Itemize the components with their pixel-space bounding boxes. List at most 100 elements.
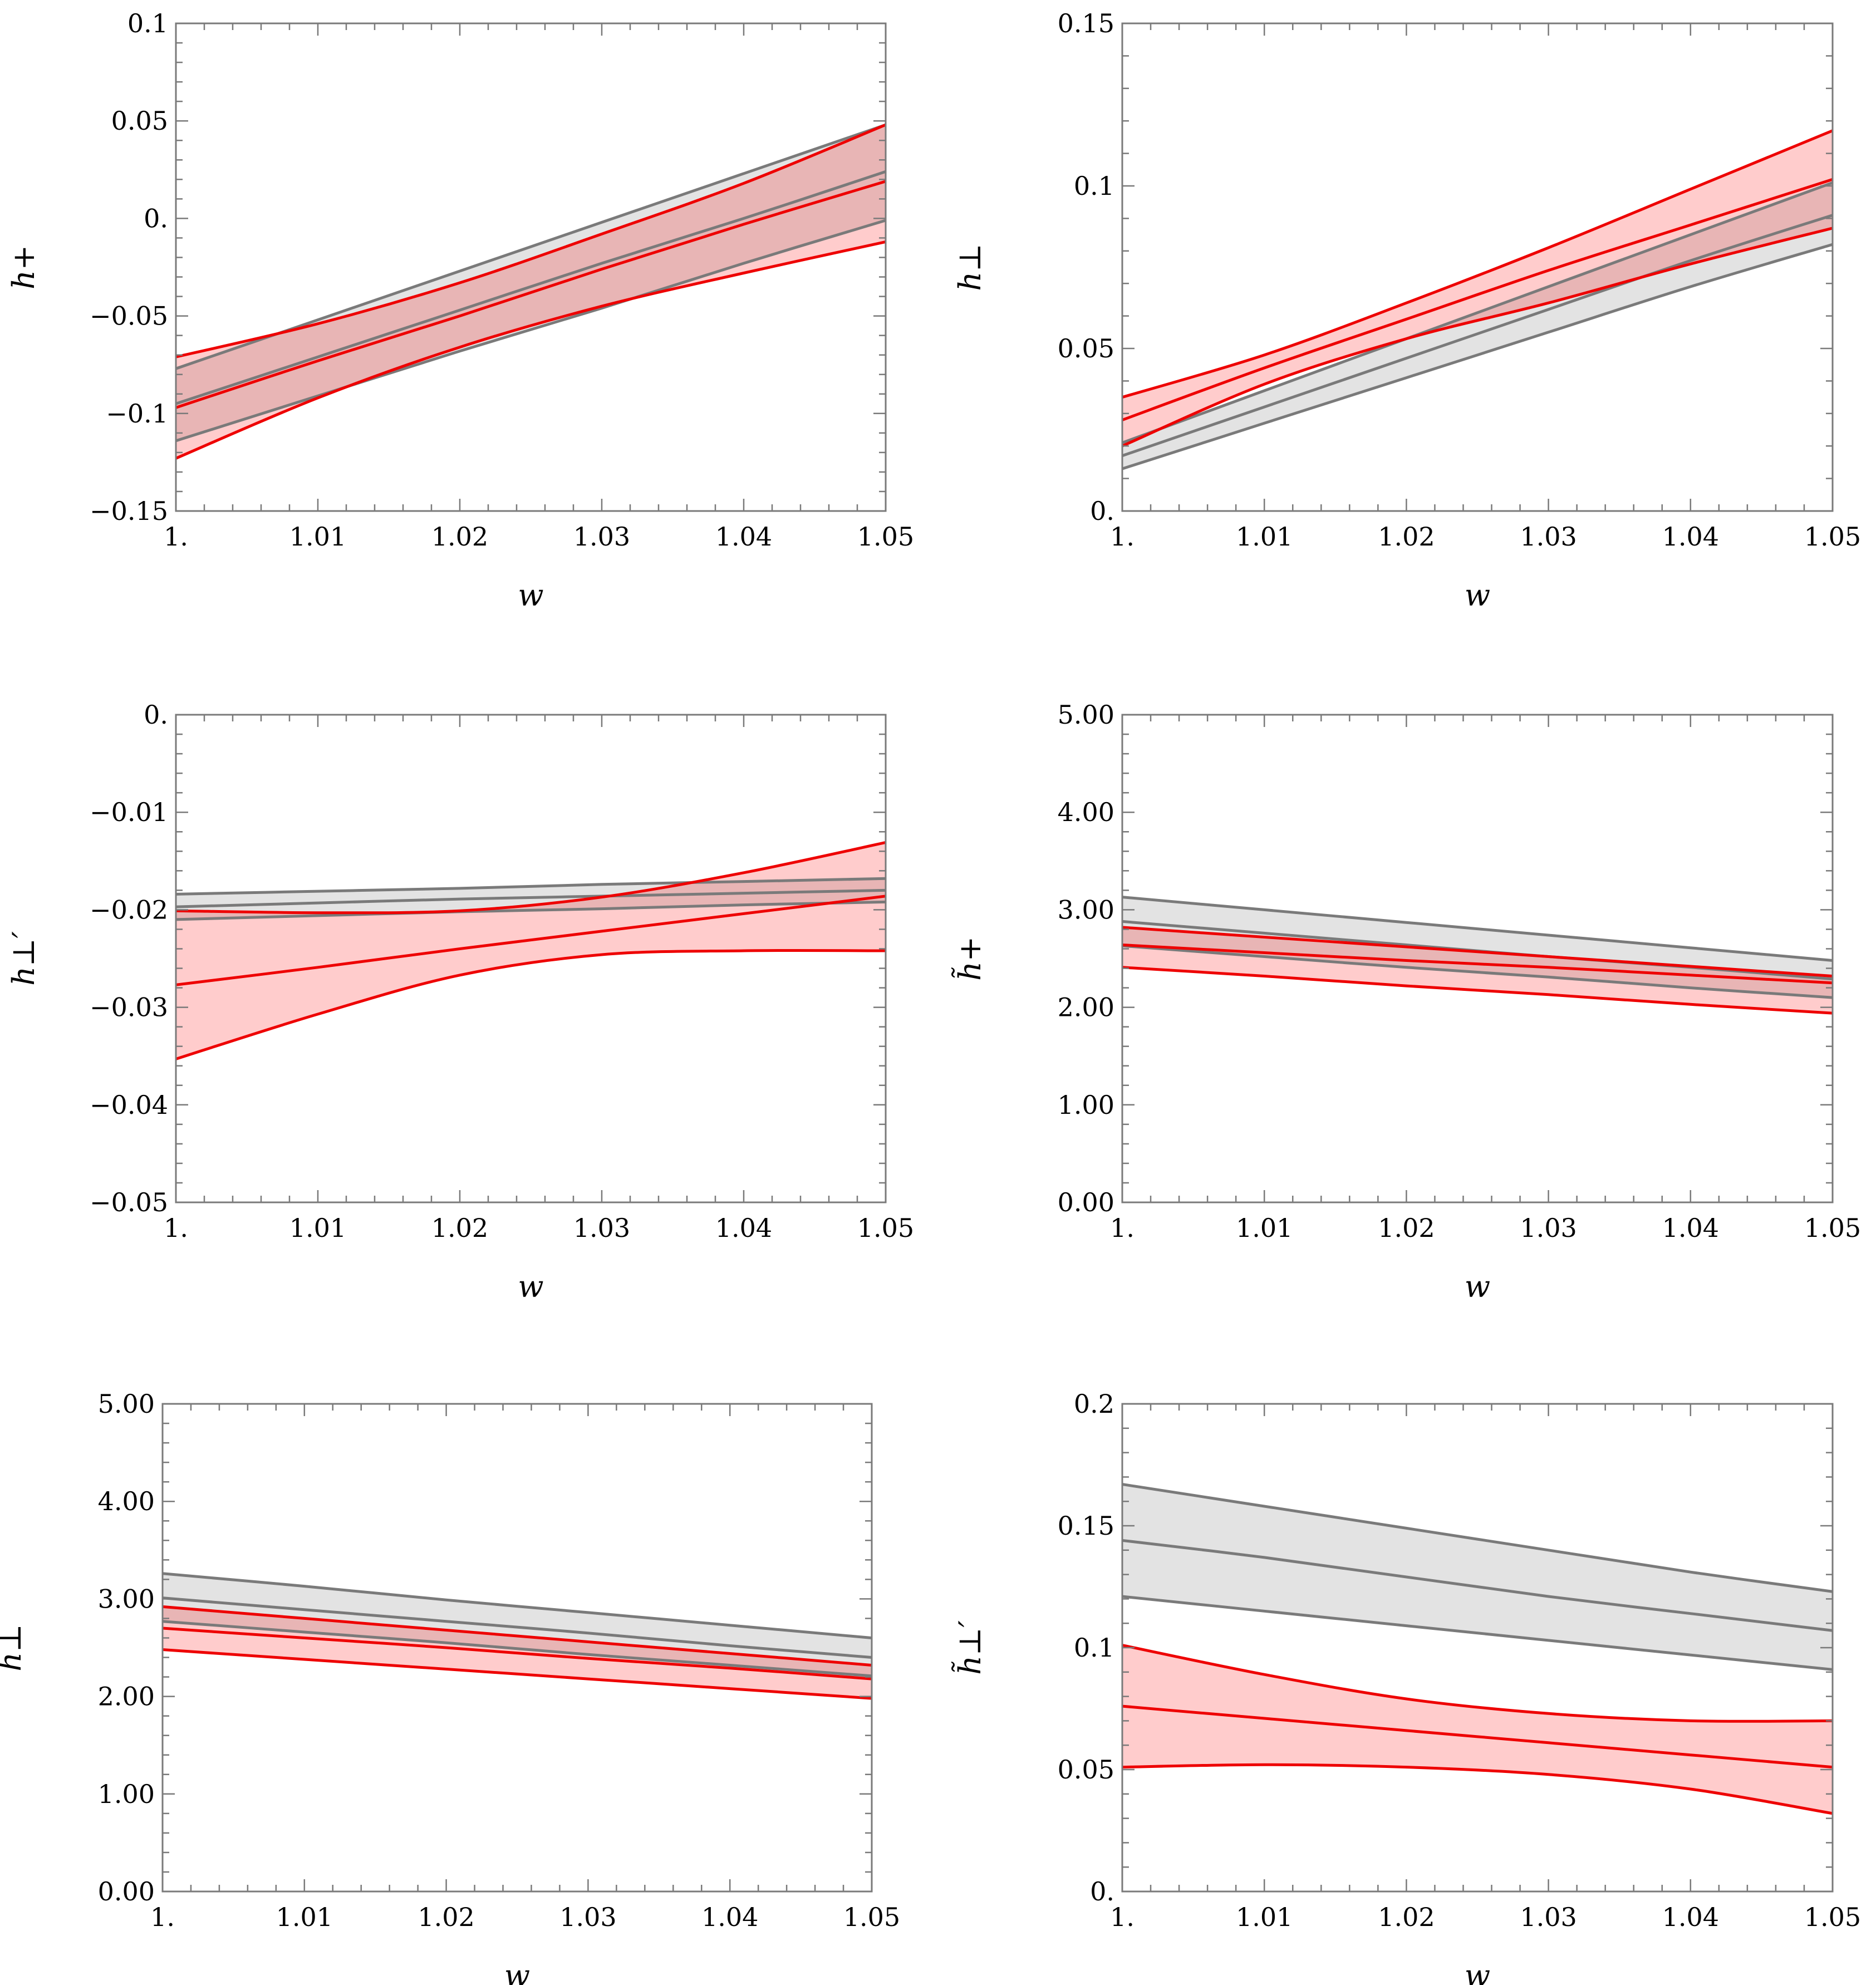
gray-upper-line xyxy=(1122,896,1833,962)
gray-band-fill xyxy=(1122,1484,1833,1670)
x-tick-label: 1.01 xyxy=(289,1213,346,1243)
x-axis-title: w xyxy=(518,578,543,613)
x-tick-label: 1.04 xyxy=(1662,1902,1719,1932)
y-tick-label: 5.00 xyxy=(98,1389,155,1419)
x-tick-label: 1.04 xyxy=(1662,522,1719,552)
y-axis-title: h+ xyxy=(6,245,41,289)
y-tick-label: 0.05 xyxy=(111,106,168,136)
red-upper-line xyxy=(176,841,886,915)
y-tick-label: 0. xyxy=(144,700,168,730)
y-tick-label: −0.04 xyxy=(90,1090,168,1120)
red-lower-line xyxy=(176,240,886,460)
y-tick-label: 1.00 xyxy=(1058,1090,1114,1120)
red-upper-line xyxy=(1122,1644,1833,1723)
x-tick-label: 1.05 xyxy=(857,1213,914,1243)
red-upper-line xyxy=(1122,129,1833,399)
x-tick-label: 1.04 xyxy=(1662,1213,1719,1243)
x-tick-label: 1.03 xyxy=(1520,1902,1577,1932)
x-tick-label: 1.02 xyxy=(418,1902,474,1932)
x-tick-label: 1.01 xyxy=(289,522,346,552)
x-tick-label: 1. xyxy=(150,1902,175,1932)
y-tick-label: 0.1 xyxy=(1074,1633,1114,1663)
red-central-line xyxy=(1122,1704,1833,1769)
plot-frame xyxy=(1121,22,1834,512)
panel-1: 1. 1.01 1.02 1.03 1.04 1.05 −0.15 −0.1 −0.05 0. 0.… xyxy=(6,8,914,613)
x-tick-label: 1.04 xyxy=(715,522,772,552)
red-band-fill xyxy=(1122,927,1833,1014)
x-tick-label: 1.02 xyxy=(431,522,488,552)
panel-2: 1. 1.01 1.02 1.03 1.04 1.05 0. 0.05 0.1 0.15 w h⊥ xyxy=(952,8,1861,613)
gray-central-line xyxy=(176,888,886,908)
red-upper-line xyxy=(176,123,886,358)
x-tick-label: 1.05 xyxy=(857,522,914,552)
x-tick-label: 1.01 xyxy=(1236,1213,1293,1243)
y-tick-label: −0.01 xyxy=(90,797,168,827)
y-tick-label: 2.00 xyxy=(98,1682,155,1712)
y-tick-label: −0.15 xyxy=(90,496,168,526)
x-tick-label: 1.05 xyxy=(1804,1902,1861,1932)
gray-central-line xyxy=(176,170,886,405)
x-tick-label: 1.05 xyxy=(1804,1213,1861,1243)
y-tick-label: 0.15 xyxy=(1058,1511,1114,1541)
y-tick-label: 5.00 xyxy=(1058,700,1114,730)
x-tick-label: 1.01 xyxy=(276,1902,333,1932)
x-axis-title: w xyxy=(1465,1269,1490,1304)
y-tick-label: 3.00 xyxy=(98,1584,155,1614)
y-tick-label: 0.00 xyxy=(1058,1187,1114,1217)
gray-central-line xyxy=(163,1596,872,1659)
red-lower-line xyxy=(176,949,886,1060)
red-lower-line xyxy=(1122,1763,1833,1815)
x-tick-label: 1.03 xyxy=(573,522,630,552)
x-tick-label: 1.01 xyxy=(1236,1902,1293,1932)
x-axis-title: w xyxy=(518,1269,543,1304)
y-tick-label: 0. xyxy=(1090,496,1114,526)
gray-lower-line xyxy=(1122,1595,1833,1671)
plot-frame xyxy=(175,22,887,512)
plot-area xyxy=(176,841,886,1060)
y-tick-label: 3.00 xyxy=(1058,895,1114,925)
x-tick-label: 1.03 xyxy=(1520,522,1577,552)
y-axis-title: h̃+ xyxy=(951,936,988,981)
plot-frame xyxy=(175,714,887,1203)
red-upper-line xyxy=(1122,926,1833,977)
y-axis-title: h̃⊥ xyxy=(0,1624,28,1672)
gray-upper-line xyxy=(1122,181,1833,444)
panel-6: 1. 1.01 1.02 1.03 1.04 1.05 0. 0.05 0.1 0.15 0.2 w h… xyxy=(951,1389,1861,1985)
y-tick-label: −0.1 xyxy=(106,399,168,429)
gray-upper-line xyxy=(163,1572,872,1639)
y-tick-label: −0.05 xyxy=(90,1187,168,1217)
gray-lower-line xyxy=(176,219,886,443)
red-central-line xyxy=(1122,178,1833,421)
x-tick-label: 1.05 xyxy=(1804,522,1861,552)
y-axis-title: h̃⊥′ xyxy=(951,1620,988,1675)
y-tick-label: −0.03 xyxy=(90,992,168,1023)
y-tick-label: 0. xyxy=(1090,1876,1114,1907)
x-tick-label: 1.02 xyxy=(1378,1213,1435,1243)
y-tick-label: 2.00 xyxy=(1058,992,1114,1023)
gray-lower-line xyxy=(1122,944,1833,999)
red-central-line xyxy=(1122,944,1833,985)
red-central-line xyxy=(176,180,886,409)
plot-frame xyxy=(161,1403,873,1893)
gray-lower-line xyxy=(176,900,886,921)
y-tick-label: 0.00 xyxy=(98,1876,155,1907)
y-tick-label: 4.00 xyxy=(1058,797,1114,827)
y-axis-title: h⊥′ xyxy=(6,931,41,986)
x-tick-label: 1. xyxy=(1110,1213,1135,1243)
red-upper-line xyxy=(163,1605,872,1667)
gray-central-line xyxy=(1122,1539,1833,1632)
x-tick-label: 1.05 xyxy=(843,1902,900,1932)
x-tick-label: 1.02 xyxy=(1378,522,1435,552)
y-tick-label: −0.02 xyxy=(90,895,168,925)
red-central-line xyxy=(163,1627,872,1681)
x-tick-label: 1. xyxy=(1110,1902,1135,1932)
x-tick-label: 1.04 xyxy=(715,1213,772,1243)
y-tick-label: 0.1 xyxy=(127,8,168,38)
y-axis-title: h⊥ xyxy=(952,243,988,291)
gray-band-fill xyxy=(176,878,886,920)
red-lower-line xyxy=(1122,966,1833,1015)
x-tick-label: 1. xyxy=(1110,522,1135,552)
x-axis-title: w xyxy=(504,1958,530,1985)
red-lower-line xyxy=(163,1648,872,1700)
